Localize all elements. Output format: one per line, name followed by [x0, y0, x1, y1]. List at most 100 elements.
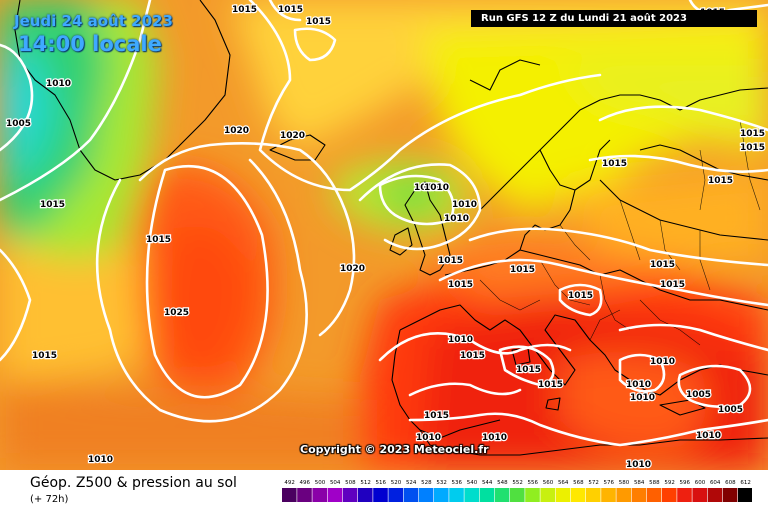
scale-swatch	[373, 488, 388, 502]
pressure-label: 1015	[32, 351, 57, 361]
pressure-label: 1010	[630, 393, 655, 403]
pressure-label: 1015	[602, 159, 627, 169]
pressure-label: 1020	[280, 131, 305, 141]
borders	[479, 119, 761, 346]
copyright-text: Copyright © 2023 Meteociel.fr	[300, 443, 489, 456]
scale-tick-label: 588	[649, 480, 660, 486]
pressure-label: 1005	[686, 390, 711, 400]
geopotential-shading	[0, 0, 768, 470]
pressure-label: 1015	[278, 5, 303, 15]
scale-tick-label: 604	[710, 480, 721, 486]
scale-tick-label: 540	[467, 480, 478, 486]
scale-tick-label: 512	[360, 480, 371, 486]
scale-swatch	[449, 488, 464, 502]
pressure-label: 1005	[718, 405, 743, 415]
scale-tick-label: 608	[725, 480, 736, 486]
scale-tick-label: 600	[695, 480, 706, 486]
pressure-label: 1015	[650, 260, 675, 270]
pressure-label: 1010	[696, 431, 721, 441]
pressure-label: 1015	[740, 129, 765, 139]
pressure-label: 1015	[306, 17, 331, 27]
scale-tick-label: 504	[330, 480, 341, 486]
pressure-label: 1010	[482, 433, 507, 443]
scale-tick-label: 516	[376, 480, 387, 486]
pressure-label: 1010	[448, 335, 473, 345]
scale-swatch	[403, 488, 419, 502]
forecast-time: 14:00 locale	[18, 32, 162, 56]
pressure-label: 1020	[340, 264, 365, 274]
scale-swatch	[388, 488, 403, 502]
scale-tick-label: 500	[315, 480, 326, 486]
scale-tick-label: 492	[284, 480, 295, 486]
pressure-label: 1015	[568, 291, 593, 301]
scale-tick-label: 552	[512, 480, 523, 486]
scale-swatch	[722, 488, 738, 502]
scale-tick-label: 596	[680, 480, 691, 486]
scale-swatch	[418, 488, 434, 502]
scale-swatch	[327, 488, 343, 502]
scale-swatch	[525, 488, 540, 502]
scale-tick-label: 548	[497, 480, 508, 486]
isobars	[0, 0, 768, 447]
scale-tick-label: 592	[664, 480, 675, 486]
pressure-label: 1015	[708, 176, 733, 186]
scale-swatch	[464, 488, 479, 502]
forecast-offset: (+ 72h)	[30, 494, 69, 505]
pressure-label: 1015	[460, 351, 485, 361]
scale-tick-label: 576	[604, 480, 615, 486]
pressure-label: 1010	[452, 200, 477, 210]
scale-swatch	[631, 488, 647, 502]
pressure-label: 1010	[626, 460, 651, 470]
scale-tick-label: 556	[528, 480, 539, 486]
pressure-labels: 1015101510151015101010051020102010151015…	[5, 4, 766, 470]
pressure-label: 1010	[46, 79, 71, 89]
pressure-label: 1015	[448, 280, 473, 290]
scale-swatch	[540, 488, 555, 502]
forecast-date: Jeudi 24 août 2023	[14, 12, 173, 30]
geopotential-map: 1015101510151015101010051020102010151015…	[0, 0, 768, 470]
pressure-label: 1020	[224, 126, 249, 136]
pressure-label: 1015	[232, 5, 257, 15]
pressure-label: 1015	[146, 235, 171, 245]
scale-tick-label: 580	[619, 480, 630, 486]
scale-swatch	[616, 488, 631, 502]
pressure-label: 1010	[414, 183, 439, 193]
pressure-label: 1010	[416, 433, 441, 443]
pressure-label: 1015	[510, 265, 535, 275]
scale-tick-label: 584	[634, 480, 645, 486]
scale-swatch	[282, 488, 297, 502]
pressure-label: 1015	[538, 380, 563, 390]
scale-swatch	[479, 488, 495, 502]
scale-swatch	[434, 488, 449, 502]
scale-swatch	[692, 488, 707, 502]
scale-tick-label: 528	[421, 480, 432, 486]
scale-tick-label: 544	[482, 480, 493, 486]
scale-tick-label: 560	[543, 480, 554, 486]
scale-swatch	[677, 488, 692, 502]
pressure-label: 1010	[88, 455, 113, 465]
pressure-label: 1010	[424, 183, 449, 193]
scale-tick-label: 572	[588, 480, 599, 486]
pressure-label: 1010	[626, 380, 651, 390]
scale-swatch	[586, 488, 601, 502]
scale-swatch	[555, 488, 571, 502]
pressure-label: 1015	[40, 200, 65, 210]
scale-swatch	[601, 488, 616, 502]
scale-swatch	[510, 488, 525, 502]
pressure-label: 1015	[660, 280, 685, 290]
scale-tick-label: 532	[436, 480, 447, 486]
pressure-label: 1025	[164, 308, 189, 318]
scale-swatch	[646, 488, 662, 502]
scale-tick-label: 496	[300, 480, 311, 486]
scale-tick-label: 508	[345, 480, 356, 486]
scale-swatch	[570, 488, 586, 502]
pressure-label: 1010	[650, 357, 675, 367]
pressure-label: 1015	[740, 143, 765, 153]
scale-tick-label: 612	[740, 480, 751, 486]
scale-swatch	[342, 488, 358, 502]
scale-swatch	[662, 488, 677, 502]
pressure-label: 1015	[516, 365, 541, 375]
pressure-label: 1015	[438, 256, 463, 266]
scale-swatch	[707, 488, 723, 502]
